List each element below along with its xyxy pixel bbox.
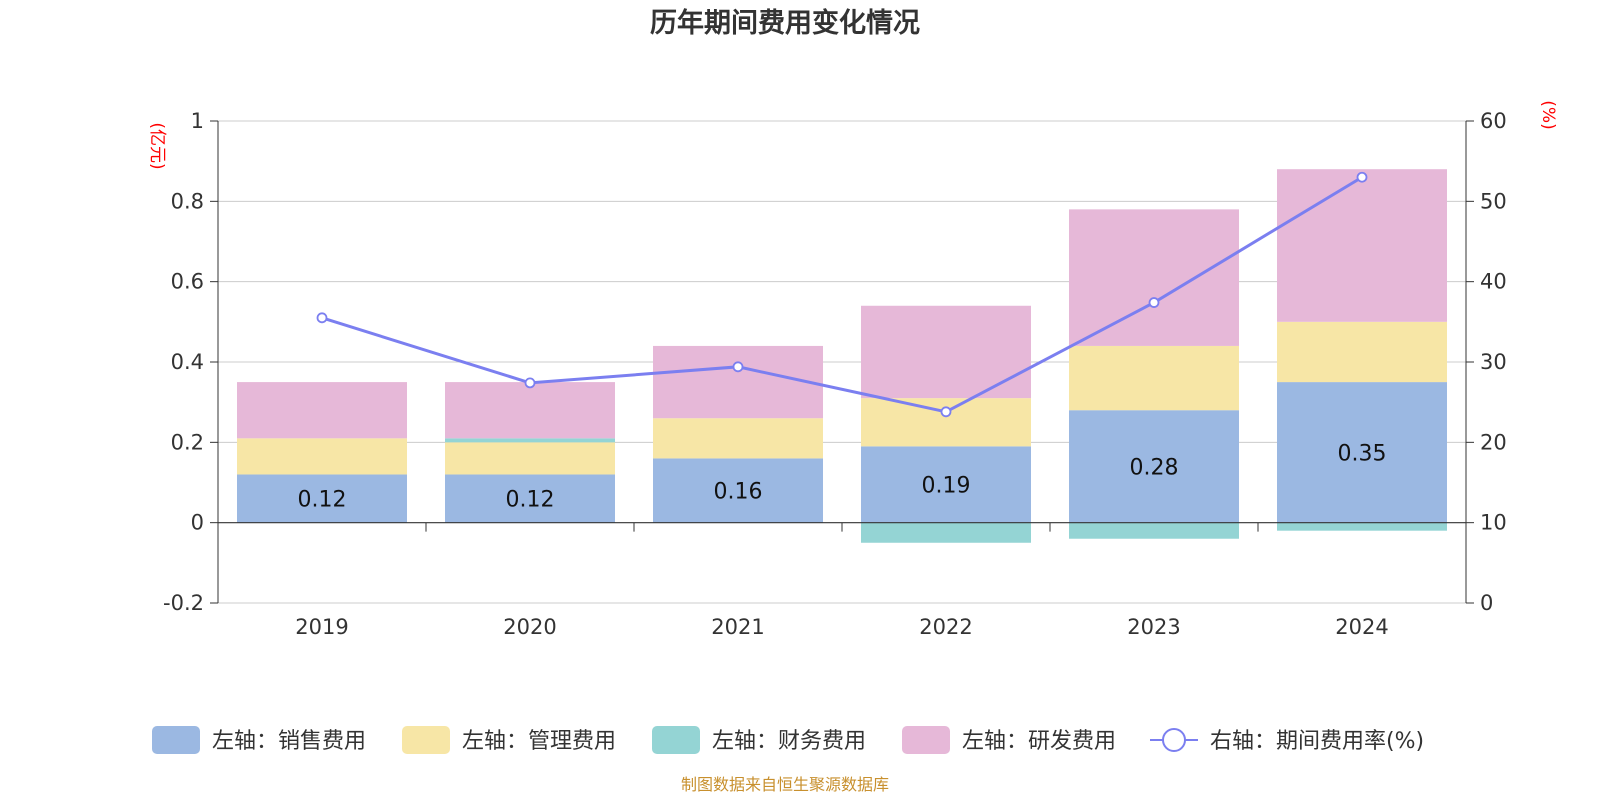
left-axis-unit: (亿元)	[147, 122, 167, 169]
x-tick-label: 2019	[295, 615, 348, 639]
bar-labels: 0.12 0.12 0.16 0.19 0.28 0.35	[298, 441, 1387, 512]
legend-item: 左轴：管理费用	[402, 726, 616, 754]
left-tick-label: 0	[191, 511, 204, 535]
legend-label: 左轴：管理费用	[462, 729, 616, 754]
source-note: 制图数据来自恒生聚源数据库	[681, 775, 889, 794]
legend-swatch	[652, 726, 700, 754]
right-tick-label: 0	[1480, 591, 1493, 615]
x-tick-label: 2020	[503, 615, 556, 639]
bar-value-label: 0.19	[922, 474, 971, 499]
grid	[218, 120, 1466, 604]
bar-segment	[653, 458, 823, 523]
legend-item: 左轴：财务费用	[652, 726, 866, 754]
bar-value-label: 0.28	[1130, 455, 1179, 480]
rate-point	[1148, 297, 1160, 308]
bar-segment	[237, 438, 407, 475]
bar-segment	[1277, 522, 1447, 531]
rate-point	[1356, 171, 1368, 183]
bar-segment	[653, 418, 823, 459]
rate-line	[316, 171, 1368, 418]
left-tick-label: 0.8	[171, 189, 204, 213]
bar-segment	[237, 474, 407, 523]
left-tick-label: 1	[191, 109, 204, 133]
legend-swatch	[902, 726, 950, 754]
rate-line-path	[321, 175, 1363, 414]
legend-marker	[1162, 728, 1186, 752]
left-tick-label: -0.2	[163, 591, 204, 615]
bars	[237, 169, 1447, 543]
right-axis-unit: (%)	[1538, 100, 1558, 129]
right-tick-label: 40	[1480, 270, 1507, 294]
bar-segment	[445, 474, 615, 523]
legend-item: 左轴：研发费用	[902, 726, 1116, 754]
legend-label: 左轴：研发费用	[962, 729, 1116, 754]
rate-point	[524, 377, 536, 389]
bar-segment	[861, 398, 1031, 447]
bar-segment	[861, 522, 1031, 543]
right-tick-label: 30	[1480, 350, 1507, 374]
bar-segment	[445, 438, 615, 443]
bar-segment	[1069, 209, 1239, 346]
rate-point	[940, 406, 952, 418]
left-tick-label: 0.6	[171, 270, 204, 294]
right-tick-label: 50	[1480, 189, 1507, 213]
bar-segment	[1069, 522, 1239, 539]
left-tick-label: 0.4	[171, 350, 204, 374]
x-tick-label: 2023	[1127, 615, 1180, 639]
right-tick-label: 60	[1480, 109, 1507, 133]
chart-title: 历年期间费用变化情况	[650, 7, 920, 39]
bar-segment	[237, 382, 407, 439]
legend: 左轴：销售费用 左轴：管理费用 左轴：财务费用 左轴：研发费用 右轴：期间费用率(%)	[152, 726, 1424, 754]
x-tick-label: 2021	[711, 615, 764, 639]
bar-segment	[653, 345, 823, 419]
right-tick-label: 10	[1480, 511, 1507, 535]
left-tick-label: 0.2	[171, 430, 204, 454]
bar-segment	[1277, 169, 1447, 322]
legend-swatch	[152, 726, 200, 754]
right-tick-label: 20	[1480, 430, 1507, 454]
bar-segment	[1069, 410, 1239, 523]
legend-label: 左轴：销售费用	[212, 729, 366, 754]
x-tick-label: 2022	[919, 615, 972, 639]
legend-label: 左轴：财务费用	[712, 729, 866, 754]
bar-segment	[1277, 321, 1447, 383]
legend-label: 右轴：期间费用率(%)	[1210, 729, 1424, 754]
bar-value-label: 0.12	[506, 488, 555, 513]
bar-segment	[861, 305, 1031, 399]
bar-value-label: 0.12	[298, 488, 347, 513]
bar-segment	[1069, 345, 1239, 411]
bar-value-label: 0.35	[1338, 441, 1387, 466]
bar-segment	[861, 446, 1031, 523]
rate-point	[316, 312, 328, 324]
bar-segment	[445, 382, 615, 439]
bar-segment	[1277, 382, 1447, 523]
bar-value-label: 0.16	[714, 480, 763, 505]
legend-item: 右轴：期间费用率(%)	[1150, 728, 1424, 754]
rate-point	[732, 361, 744, 373]
x-tick-label: 2024	[1335, 615, 1388, 639]
bar-segment	[445, 442, 615, 475]
legend-item: 左轴：销售费用	[152, 726, 366, 754]
legend-swatch	[402, 726, 450, 754]
